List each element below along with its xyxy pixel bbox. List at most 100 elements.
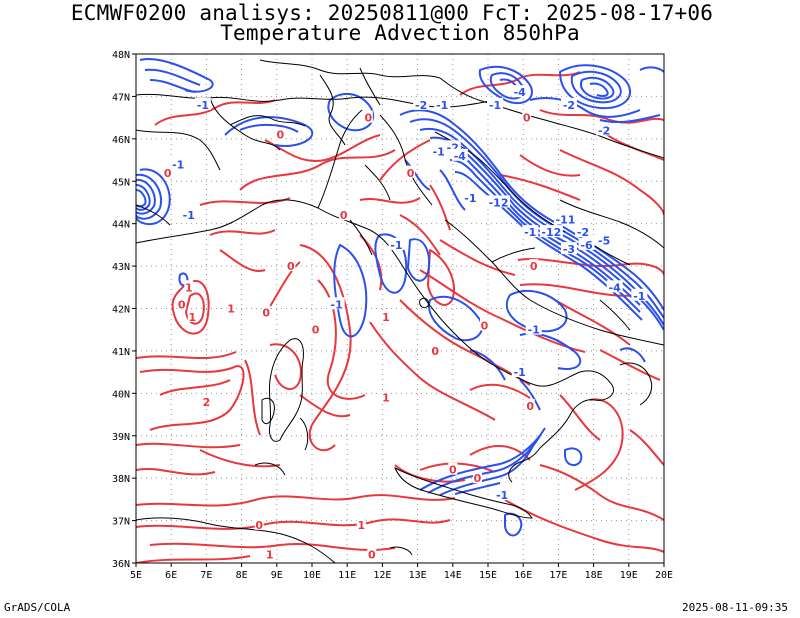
contour-label: 0 [164, 167, 172, 180]
lon-tick-label: 12E [373, 570, 391, 581]
contour-label: -1 [489, 99, 501, 112]
contour-label: 1 [185, 281, 193, 294]
chart-subtitle: Temperature Advection 850hPa [220, 21, 580, 45]
contour-label-background [511, 85, 528, 98]
contour-label: -1 [528, 324, 540, 337]
lat-tick-label: 39N [112, 432, 130, 443]
contour-label-background [328, 297, 345, 310]
contour-label-background [596, 233, 613, 246]
contour-label-background [487, 97, 504, 110]
lat-tick-label: 41N [112, 347, 130, 358]
lat-tick-label: 42N [112, 305, 130, 316]
contour-label-background [430, 144, 447, 157]
contour-label: -11 [556, 213, 576, 226]
contour-label-background [487, 195, 511, 208]
contour-label: 0 [407, 167, 415, 180]
contour-label: -1 [514, 366, 526, 379]
contour-label: 0 [449, 464, 457, 477]
lat-tick-label: 36N [112, 559, 130, 570]
contour-label: 1 [382, 392, 390, 405]
contour-label: -1 [390, 239, 402, 252]
contour-label-background [560, 97, 577, 110]
contour-label-background [388, 237, 405, 250]
contour-label: 0 [262, 307, 270, 320]
contour-label: 1 [382, 311, 390, 324]
contour-label: 0 [364, 112, 372, 125]
contour-label-background [631, 288, 648, 301]
contour-label: -12 [541, 226, 561, 239]
contour-label-background [381, 390, 391, 403]
contour-label: 2 [203, 396, 211, 409]
contour-label-background [525, 322, 542, 335]
contour-label: -4 [514, 86, 527, 99]
contour-label: 1 [266, 549, 274, 562]
contour-label: -6 [580, 239, 593, 252]
contour-label-background [226, 301, 236, 314]
contour-label-background [187, 309, 197, 322]
contour-label: -1 [183, 209, 195, 222]
contour-label-background [194, 97, 211, 110]
contour-label: -2 [415, 99, 427, 112]
contour-label: 0 [526, 400, 534, 413]
contour-label-background [356, 517, 366, 530]
lon-tick-label: 6E [165, 570, 177, 581]
contour-label: -1 [524, 226, 536, 239]
lon-tick-label: 20E [655, 570, 673, 581]
contour-label-background [261, 305, 271, 318]
contour-label-background [479, 318, 489, 331]
lon-tick-label: 10E [303, 570, 321, 581]
contour-label-background [522, 110, 532, 123]
lat-tick-label: 44N [112, 220, 130, 231]
lat-tick-label: 45N [112, 177, 130, 188]
lon-tick-label: 9E [271, 570, 283, 581]
map-background [136, 54, 664, 563]
lon-tick-label: 5E [130, 570, 142, 581]
contour-label-background [413, 97, 430, 110]
contour-label-background [511, 365, 528, 378]
contour-label: 0 [340, 209, 348, 222]
lon-tick-label: 8E [236, 570, 248, 581]
contour-label-background [472, 471, 482, 484]
contour-label-background [434, 97, 451, 110]
lat-tick-label: 37N [112, 517, 130, 528]
contour-label: -12 [489, 196, 509, 209]
contour-label-background [201, 394, 211, 407]
contour-label: -1 [197, 99, 209, 112]
contour-label-background [494, 488, 511, 501]
contour-label: -3 [563, 243, 575, 256]
contour-label-background [275, 127, 285, 140]
lon-tick-label: 18E [585, 570, 603, 581]
contour-label-background [606, 280, 623, 293]
contour-label: 0 [368, 549, 376, 562]
contour-label-background [381, 309, 391, 322]
contour-label-background [367, 547, 377, 560]
lat-tick-label: 47N [112, 92, 130, 103]
contour-label: 0 [312, 324, 320, 337]
lat-tick-label: 46N [112, 135, 130, 146]
contour-label: 0 [431, 345, 439, 358]
contour-label-background [180, 208, 197, 221]
lon-tick-label: 11E [338, 570, 356, 581]
contour-label-background [286, 259, 296, 272]
contour-label-background [462, 191, 479, 204]
contour-label-background [448, 462, 458, 475]
contour-label-background [363, 110, 373, 123]
contour-label: 0 [287, 260, 295, 273]
contour-label: -2 [577, 226, 589, 239]
lat-tick-label: 43N [112, 262, 130, 273]
contour-label-background [522, 225, 539, 238]
longitude-axis-labels: 5E 6E 7E 8E 9E 10E 11E 12E 13E 14E 15E 16E 17E 18E 19E… [130, 570, 673, 581]
contour-label-background [539, 225, 563, 238]
contour-label: 1 [227, 303, 235, 316]
contour-label: 0 [481, 319, 489, 332]
contour-label-background [170, 157, 187, 170]
contour-label-background [177, 297, 187, 310]
contour-label: -1 [436, 99, 448, 112]
contour-label: -1 [331, 298, 343, 311]
contour-label: 0 [523, 112, 531, 125]
contour-label: 0 [178, 298, 186, 311]
contour-label-background [525, 399, 535, 412]
lon-tick-label: 14E [444, 570, 462, 581]
contour-label-background [560, 242, 577, 255]
